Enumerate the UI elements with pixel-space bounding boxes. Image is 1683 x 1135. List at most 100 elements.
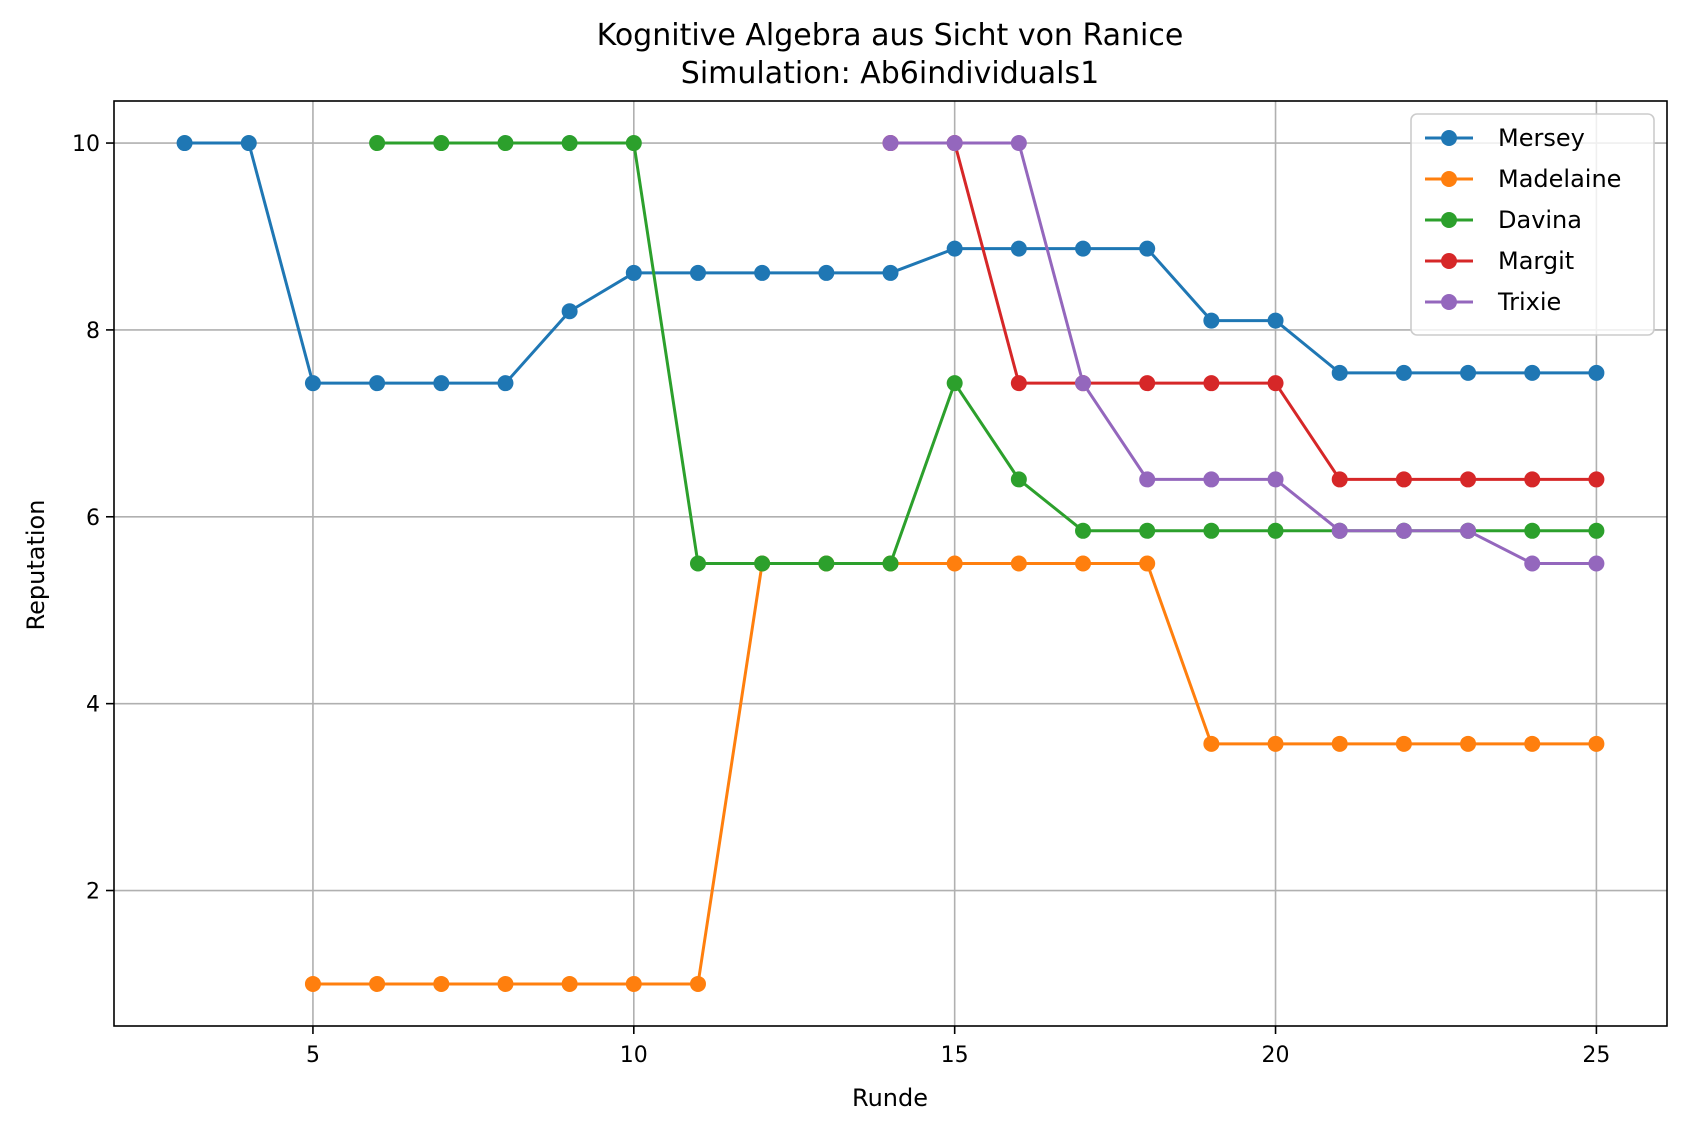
data-point-madelaine: [1267, 735, 1284, 752]
data-point-davina: [689, 555, 706, 572]
x-tick-label: 20: [1262, 1043, 1290, 1068]
data-point-mersey: [818, 264, 835, 281]
data-point-margit: [1588, 471, 1605, 488]
chart-title: Kognitive Algebra aus Sicht von Ranice: [597, 18, 1184, 53]
chart-subtitle: Simulation: Ab6individuals1: [681, 56, 1099, 91]
data-point-mersey: [1395, 364, 1412, 381]
data-point-davina: [1203, 522, 1220, 539]
x-axis-label: Runde: [852, 1084, 928, 1112]
data-point-davina: [1139, 522, 1156, 539]
y-tick-label: 10: [72, 132, 100, 157]
data-point-davina: [818, 555, 835, 572]
data-point-davina: [497, 135, 514, 152]
plot-frame: [113, 100, 1668, 1027]
data-point-davina: [433, 135, 450, 152]
data-point-mersey: [1075, 240, 1092, 257]
legend-marker-mersey: [1441, 130, 1457, 146]
series-margit: [882, 135, 1605, 488]
legend-item-margit: Margit: [1425, 247, 1574, 275]
legend-item-madelaine: Madelaine: [1425, 165, 1621, 193]
data-point-margit: [1331, 471, 1348, 488]
data-point-madelaine: [1010, 555, 1027, 572]
data-point-davina: [1524, 522, 1541, 539]
data-point-margit: [1267, 375, 1284, 392]
data-point-trixie: [1331, 522, 1348, 539]
legend-item-mersey: Mersey: [1425, 124, 1585, 152]
data-point-mersey: [1331, 364, 1348, 381]
x-tick-label: 5: [306, 1043, 320, 1068]
data-point-davina: [882, 555, 899, 572]
data-point-margit: [1395, 471, 1412, 488]
legend-item-davina: Davina: [1425, 206, 1582, 234]
data-point-mersey: [1524, 364, 1541, 381]
legend-box: [1410, 113, 1655, 336]
series-mersey: [176, 135, 1605, 392]
data-point-trixie: [1588, 555, 1605, 572]
legend-marker-davina: [1441, 212, 1457, 228]
data-point-davina: [1010, 471, 1027, 488]
data-point-mersey: [1139, 240, 1156, 257]
data-point-madelaine: [561, 975, 578, 992]
data-point-mersey: [1460, 364, 1477, 381]
tick-layer: 5 10 15 20 25 2 4 6 8 10: [72, 132, 1610, 1068]
y-axis-label: Reputation: [22, 500, 50, 631]
data-point-mersey: [176, 135, 193, 152]
data-point-davina: [1267, 522, 1284, 539]
data-point-madelaine: [1395, 735, 1412, 752]
data-point-trixie: [946, 135, 963, 152]
data-point-davina: [561, 135, 578, 152]
legend-marker-margit: [1441, 253, 1457, 269]
data-point-margit: [1524, 471, 1541, 488]
x-tick-label: 25: [1582, 1043, 1610, 1068]
data-point-madelaine: [1075, 555, 1092, 572]
legend-label-davina: Davina: [1498, 206, 1582, 234]
data-point-mersey: [625, 264, 642, 281]
data-point-madelaine: [369, 975, 386, 992]
data-point-margit: [1139, 375, 1156, 392]
data-point-madelaine: [1331, 735, 1348, 752]
series-line-trixie: [890, 141, 1597, 565]
data-point-mersey: [304, 375, 321, 392]
data-point-madelaine: [304, 975, 321, 992]
data-point-trixie: [1460, 522, 1477, 539]
x-tick-label: 10: [620, 1043, 648, 1068]
legend-label-trixie: Trixie: [1497, 288, 1561, 316]
data-point-davina: [754, 555, 771, 572]
data-point-mersey: [882, 264, 899, 281]
series-trixie: [882, 135, 1605, 572]
data-point-davina: [1075, 522, 1092, 539]
data-point-mersey: [1267, 312, 1284, 329]
data-point-mersey: [689, 264, 706, 281]
data-point-madelaine: [1588, 735, 1605, 752]
data-point-mersey: [946, 240, 963, 257]
data-point-madelaine: [1460, 735, 1477, 752]
data-point-madelaine: [433, 975, 450, 992]
data-point-madelaine: [689, 975, 706, 992]
y-tick-label: 4: [86, 693, 100, 718]
data-point-mersey: [754, 264, 771, 281]
data-point-madelaine: [946, 555, 963, 572]
data-point-madelaine: [1203, 735, 1220, 752]
data-point-trixie: [882, 135, 899, 152]
data-point-davina: [1588, 522, 1605, 539]
data-point-mersey: [433, 375, 450, 392]
data-point-trixie: [1010, 135, 1027, 152]
x-tick-label: 15: [941, 1043, 969, 1068]
data-point-madelaine: [625, 975, 642, 992]
legend-item-trixie: Trixie: [1425, 288, 1561, 316]
data-point-mersey: [497, 375, 514, 392]
series-line-margit: [890, 141, 1597, 481]
data-point-trixie: [1267, 471, 1284, 488]
data-point-davina: [625, 135, 642, 152]
data-point-margit: [1203, 375, 1220, 392]
legend-marker-madelaine: [1441, 171, 1457, 187]
data-point-margit: [1010, 375, 1027, 392]
series-madelaine: [304, 555, 1605, 992]
data-point-mersey: [369, 375, 386, 392]
data-point-trixie: [1203, 471, 1220, 488]
legend-label-mersey: Mersey: [1498, 124, 1585, 152]
data-point-madelaine: [497, 975, 514, 992]
legend: Mersey Madelaine Davina Margit Trixie: [1410, 113, 1655, 336]
